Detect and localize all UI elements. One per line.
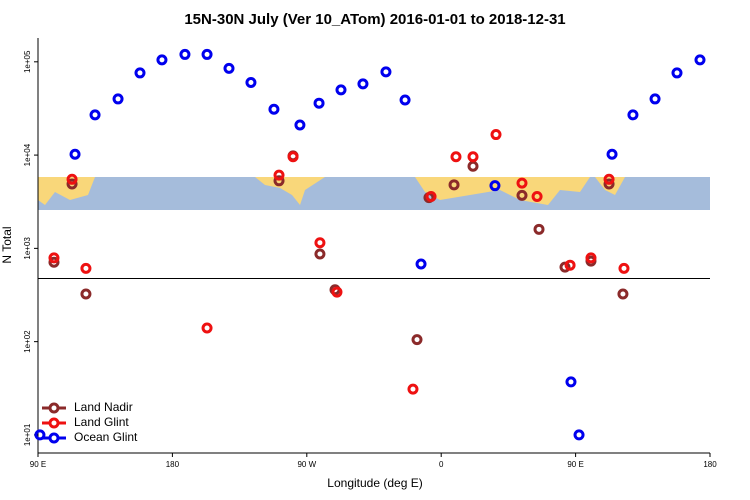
point [48, 256, 60, 268]
y-tick-label: 1e+05 [23, 50, 32, 73]
point [268, 103, 280, 115]
legend-marker [48, 432, 60, 444]
point [273, 175, 285, 187]
legend-label: Land Glint [74, 415, 129, 429]
point [223, 62, 235, 74]
point [273, 169, 285, 181]
point [565, 376, 577, 388]
point [617, 288, 629, 300]
x-axis-label: Longitude (deg E) [327, 476, 422, 490]
point [287, 151, 299, 163]
point [531, 190, 543, 202]
point [603, 173, 615, 185]
point [112, 93, 124, 105]
point [490, 129, 502, 141]
legend-marker [48, 417, 60, 429]
point [156, 54, 168, 66]
point [448, 179, 460, 191]
point [69, 148, 81, 160]
point [179, 48, 191, 60]
point [573, 429, 585, 441]
y-tick-label: 1e+02 [23, 330, 32, 353]
point [335, 84, 347, 96]
point [618, 262, 630, 274]
point [66, 173, 78, 185]
point [671, 67, 683, 79]
point [516, 189, 528, 201]
x-tick-label: 180 [703, 460, 717, 469]
legend-label: Land Nadir [74, 400, 133, 414]
point [450, 151, 462, 163]
point [134, 67, 146, 79]
point [80, 262, 92, 274]
x-tick-label: 180 [166, 460, 180, 469]
y-tick-label: 1e+04 [23, 143, 32, 166]
point [467, 151, 479, 163]
point [649, 93, 661, 105]
point [606, 148, 618, 160]
point [357, 78, 369, 90]
chart-title: 15N-30N July (Ver 10_ATom) 2016-01-01 to… [184, 11, 565, 28]
point [89, 109, 101, 121]
point [314, 237, 326, 249]
point [694, 54, 706, 66]
y-tick-label: 1e+03 [23, 237, 32, 260]
point [313, 97, 325, 109]
point [516, 177, 528, 189]
x-tick-label: 90 E [30, 460, 46, 469]
point [533, 223, 545, 235]
point [331, 286, 343, 298]
x-tick-label: 90 E [567, 460, 583, 469]
point [201, 322, 213, 334]
y-tick-label: 1e+01 [23, 423, 32, 446]
y-axis-label: N Total [0, 226, 14, 263]
point [425, 190, 437, 202]
point [201, 48, 213, 60]
x-tick-label: 90 W [297, 460, 316, 469]
point [603, 178, 615, 190]
point [415, 258, 427, 270]
point [411, 334, 423, 346]
point [564, 259, 576, 271]
point [489, 180, 501, 192]
point [407, 383, 419, 395]
point [245, 77, 257, 89]
point [66, 178, 78, 190]
point [467, 160, 479, 172]
point [80, 288, 92, 300]
x-tick-label: 0 [439, 460, 444, 469]
point [399, 94, 411, 106]
legend-label: Ocean Glint [74, 430, 138, 444]
point [559, 261, 571, 273]
point [34, 429, 46, 441]
point [380, 66, 392, 78]
point [294, 119, 306, 131]
legend-marker [48, 402, 60, 414]
point [627, 109, 639, 121]
point [585, 252, 597, 264]
point [48, 252, 60, 264]
point [314, 248, 326, 260]
